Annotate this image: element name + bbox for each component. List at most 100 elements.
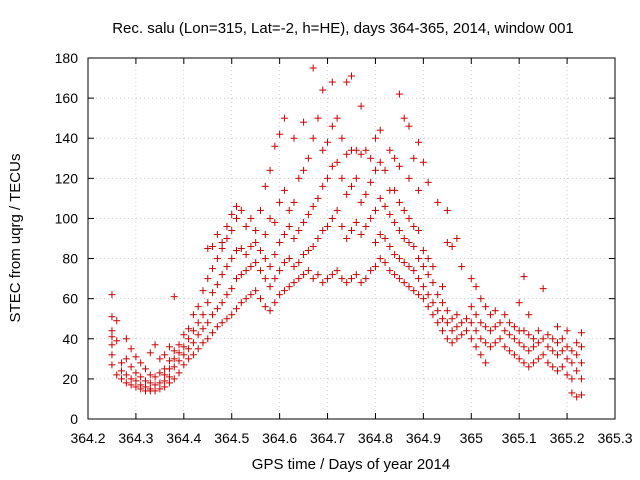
data-point (151, 387, 159, 395)
data-point (261, 255, 269, 263)
data-point (501, 327, 509, 335)
data-point (300, 271, 308, 279)
data-point (146, 385, 154, 393)
data-point (213, 255, 221, 263)
data-point (300, 218, 308, 226)
data-point (405, 239, 413, 247)
data-point (194, 319, 202, 327)
data-point (309, 243, 317, 251)
data-point (280, 114, 288, 122)
x-tick-label: 364.2 (70, 430, 105, 446)
data-point (376, 230, 384, 238)
data-point (453, 235, 461, 242)
data-point (520, 327, 528, 335)
data-point (280, 230, 288, 238)
data-point (573, 367, 581, 375)
data-point (520, 343, 528, 351)
data-point (400, 206, 408, 214)
data-point (333, 114, 341, 122)
data-point (223, 315, 231, 323)
data-point (247, 243, 255, 251)
data-point (199, 339, 207, 347)
data-point (477, 319, 485, 327)
data-point (462, 315, 470, 323)
data-point (266, 166, 274, 174)
data-point (228, 226, 236, 234)
data-point (146, 379, 154, 387)
data-point (352, 146, 360, 154)
data-point (252, 287, 260, 295)
data-point (319, 146, 327, 154)
data-point (156, 369, 164, 377)
data-point (204, 335, 212, 343)
data-point (563, 327, 571, 335)
data-point (434, 198, 442, 206)
x-tick-label: 365.1 (502, 430, 537, 446)
data-point (271, 218, 279, 226)
data-point (381, 259, 389, 267)
data-point (549, 335, 557, 343)
data-point (458, 331, 466, 339)
data-point (530, 359, 538, 367)
data-point (357, 102, 365, 110)
data-point (233, 275, 241, 283)
data-point (381, 235, 389, 242)
data-point (151, 341, 159, 349)
data-point (304, 154, 312, 162)
data-point (261, 303, 269, 311)
data-point (271, 275, 279, 283)
data-point (458, 263, 466, 271)
data-point (242, 267, 250, 275)
y-tick-label: 20 (62, 371, 78, 387)
data-point (108, 291, 116, 299)
data-point (165, 357, 173, 365)
data-point (352, 218, 360, 226)
data-point (304, 247, 312, 255)
data-point (376, 126, 384, 134)
y-tick-labels: 0 20 40 60 80 100 120 140 160 180 (55, 50, 79, 427)
data-point (573, 351, 581, 359)
x-tick-label: 365.3 (597, 430, 632, 446)
data-point (113, 337, 121, 345)
data-point (391, 271, 399, 279)
data-point (233, 202, 241, 210)
data-point (300, 251, 308, 259)
data-point (285, 206, 293, 214)
data-point (156, 355, 164, 363)
data-point (271, 142, 279, 150)
data-point (290, 198, 298, 206)
data-point (122, 335, 130, 343)
data-point (261, 182, 269, 190)
data-point (151, 373, 159, 381)
data-point (415, 186, 423, 194)
data-point (122, 371, 130, 379)
data-point (467, 303, 475, 311)
data-point (189, 311, 197, 319)
data-point (376, 158, 384, 166)
data-point (266, 307, 274, 315)
data-point (343, 150, 351, 158)
data-point (309, 202, 317, 210)
data-point (501, 343, 509, 351)
chart-title: Rec. salu (Lon=315, Lat=-2, h=HE), days … (112, 20, 574, 37)
data-point (367, 214, 375, 222)
data-point (558, 363, 566, 371)
data-point (304, 267, 312, 275)
data-point (405, 263, 413, 271)
data-point (319, 86, 327, 94)
plot-frame (87, 57, 616, 420)
data-point (472, 283, 480, 291)
data-point (477, 351, 485, 359)
data-point (118, 375, 126, 383)
data-point (328, 122, 336, 130)
data-point (132, 383, 140, 391)
data-point (410, 154, 418, 162)
data-point (424, 291, 432, 299)
y-tick-label: 0 (70, 411, 78, 427)
data-point (242, 222, 250, 230)
data-point (199, 287, 207, 295)
data-point (477, 295, 485, 303)
data-point (453, 311, 461, 319)
data-point (338, 134, 346, 142)
data-point (348, 72, 355, 80)
